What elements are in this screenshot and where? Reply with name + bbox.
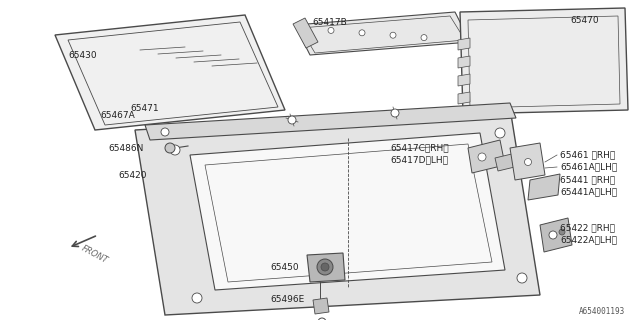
Circle shape <box>170 145 180 155</box>
Polygon shape <box>460 8 628 114</box>
Circle shape <box>161 128 169 136</box>
Text: 65420: 65420 <box>118 171 147 180</box>
Circle shape <box>390 32 396 38</box>
Text: FRONT: FRONT <box>80 244 110 266</box>
Circle shape <box>525 158 531 165</box>
Polygon shape <box>145 103 516 140</box>
Text: 65450: 65450 <box>270 263 299 273</box>
Polygon shape <box>295 12 470 55</box>
Text: 65470: 65470 <box>570 15 598 25</box>
Text: 65461A〈LH〉: 65461A〈LH〉 <box>560 163 617 172</box>
Polygon shape <box>458 92 470 104</box>
Circle shape <box>192 293 202 303</box>
Circle shape <box>288 116 296 124</box>
Text: 65430: 65430 <box>68 51 97 60</box>
Text: 65417D〈LH〉: 65417D〈LH〉 <box>390 156 448 164</box>
Polygon shape <box>458 56 470 68</box>
Circle shape <box>359 30 365 36</box>
Text: 65441 〈RH〉: 65441 〈RH〉 <box>560 175 615 185</box>
Circle shape <box>328 28 334 33</box>
Polygon shape <box>495 152 523 171</box>
Polygon shape <box>190 133 505 290</box>
Text: 65467A: 65467A <box>100 110 135 119</box>
Circle shape <box>318 318 326 320</box>
Text: 65422 〈RH〉: 65422 〈RH〉 <box>560 223 615 233</box>
Polygon shape <box>313 298 329 314</box>
Circle shape <box>549 231 557 239</box>
Text: 65471: 65471 <box>130 103 159 113</box>
Polygon shape <box>458 74 470 86</box>
Polygon shape <box>540 218 572 252</box>
Circle shape <box>321 263 329 271</box>
Text: 65422A〈LH〉: 65422A〈LH〉 <box>560 236 617 244</box>
Polygon shape <box>55 15 285 130</box>
Circle shape <box>391 109 399 117</box>
Polygon shape <box>510 143 545 180</box>
Text: 65496E: 65496E <box>270 295 304 305</box>
Circle shape <box>421 35 427 41</box>
Circle shape <box>495 128 505 138</box>
Text: 65417B: 65417B <box>312 18 347 27</box>
Text: A654001193: A654001193 <box>579 308 625 316</box>
Circle shape <box>317 259 333 275</box>
Text: 65441A〈LH〉: 65441A〈LH〉 <box>560 188 617 196</box>
Circle shape <box>517 273 527 283</box>
Text: 65461 〈RH〉: 65461 〈RH〉 <box>560 150 615 159</box>
Circle shape <box>165 143 175 153</box>
Polygon shape <box>528 174 560 200</box>
Polygon shape <box>458 38 470 50</box>
Text: 65486N: 65486N <box>108 143 143 153</box>
Polygon shape <box>468 140 505 173</box>
Polygon shape <box>135 108 540 315</box>
Circle shape <box>478 153 486 161</box>
Circle shape <box>559 229 565 235</box>
Polygon shape <box>293 18 318 48</box>
Polygon shape <box>307 253 345 282</box>
Text: 65417C〈RH〉: 65417C〈RH〉 <box>390 143 449 153</box>
